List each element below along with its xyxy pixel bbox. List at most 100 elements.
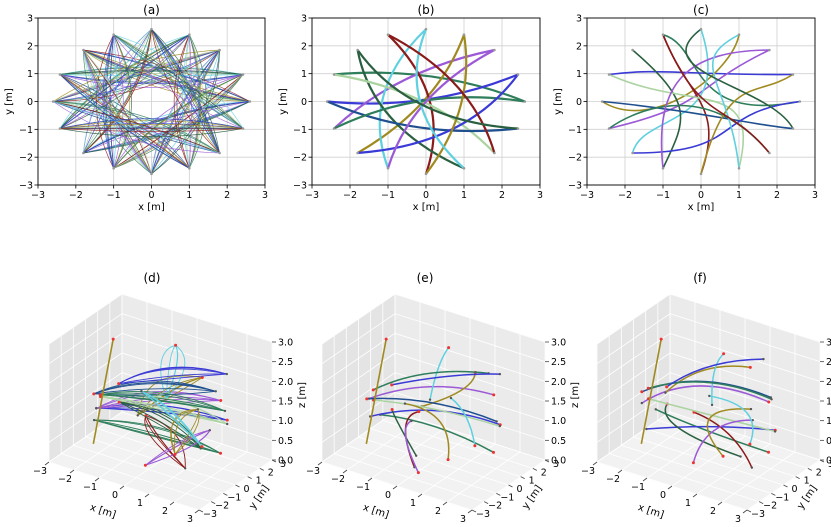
trajectory [100,396,228,425]
trajectory [96,34,114,169]
y-tick-label: 1 [576,69,582,80]
trajectory [83,101,250,154]
endpoint-marker [737,33,741,36]
start-marker [665,385,669,389]
x-tick-label: 1 [461,190,467,201]
x-tick-label: 2 [435,506,441,517]
trajectory [113,34,132,169]
panel-title: (a) [143,3,160,17]
x-tick [617,469,623,474]
y-tick-label: 2 [268,467,274,478]
x-tick-label: −1 [631,482,645,493]
y-axis-label: y [m] [247,483,271,511]
end-marker [739,455,742,458]
trajectory [356,49,465,170]
trajectory [662,33,800,107]
trajectory [386,49,495,169]
trajectory [113,34,244,129]
y-tick-label: 2 [301,41,307,52]
x-tick-label: 1 [186,190,192,201]
trajectory [59,127,244,129]
start-marker [117,400,121,404]
x-tick-label: 3 [460,514,466,525]
x-tick-label: −2 [69,190,83,201]
trajectory [176,34,190,169]
trajectory [188,34,201,169]
trajectory [145,415,186,469]
x-axis-label: x [m] [138,202,165,213]
trajectories [365,337,502,475]
x-tick-label: 1 [410,498,416,509]
y-tick-label: −3 [476,509,490,520]
endpoint-marker [112,33,115,36]
x-tick-label: −3 [306,466,320,477]
endpoint-marker [607,127,611,130]
trajectory [404,402,450,460]
trajectory [83,29,152,154]
end-marker [92,418,96,422]
x-axis-label: x [m] [688,202,715,213]
z-axis-label: z [m] [570,382,581,408]
y-tick-label: 2 [541,467,547,478]
y-tick-label: −3 [568,181,582,192]
endpoint-marker [112,167,115,170]
endpoint-marker [218,48,221,52]
trajectory [184,34,190,169]
start-marker [492,450,495,454]
x-tick-label: 0 [698,190,704,201]
trajectory [52,101,220,154]
y-tick-label: −1 [227,492,241,503]
y-tick-label: 1 [27,69,33,80]
trajectory [151,49,220,174]
x-tick [342,469,348,474]
trajectory [648,381,772,400]
y-tick [198,509,204,513]
trajectory [113,34,124,169]
endpoint-marker [768,151,771,155]
panel-title: (e) [417,271,434,285]
trajectory [151,28,220,154]
z-tick-label: 3.0 [551,338,566,349]
trajectory [59,120,244,129]
trajectory [83,101,250,154]
trajectory [137,377,203,416]
trajectory [93,382,216,395]
x-tick [119,485,125,490]
y-tick-label: 3 [301,14,307,25]
end-marker [136,414,139,417]
trajectory [59,34,190,129]
trajectory [118,373,227,385]
trajectory [421,372,477,408]
end-marker [708,394,711,398]
panel-0: −3−3 −2 −2 −1 −1 0 0 1 1 2 2 3 3 (a) x [m] y [m] [4,3,268,213]
trajectory [693,411,753,468]
end-marker [410,419,413,423]
trajectory [113,34,131,169]
trajectory [100,396,228,425]
trajectory [109,34,115,169]
grid-line [321,332,546,384]
end-marker [498,372,502,376]
trajectory [59,128,244,132]
x-tick-label: 1 [685,498,691,509]
x-tick-label: −3 [580,190,594,201]
y-tick [259,467,265,471]
y-tick-label: 3 [27,14,33,25]
trajectory [369,409,501,426]
trajectory [333,48,495,130]
trajectory [709,395,754,445]
trajectory [365,338,387,445]
endpoint-marker [607,73,611,76]
x-tick-label: 3 [812,190,818,201]
trajectory [118,401,201,449]
trajectory [83,28,152,154]
trajectory [53,101,220,154]
trajectory [83,49,250,102]
z-tick-label: 2.0 [551,377,566,388]
trajectory [59,74,244,85]
trajectory [151,28,220,154]
end-marker [208,428,211,432]
trajectory [53,49,220,102]
end-marker [225,372,228,376]
